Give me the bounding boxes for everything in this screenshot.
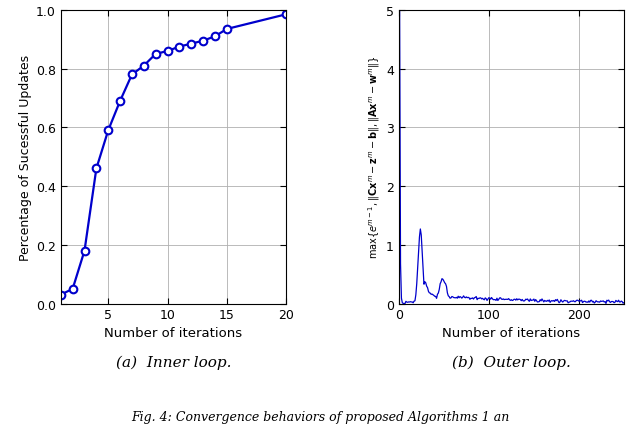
X-axis label: Number of iterations: Number of iterations xyxy=(104,326,243,339)
Text: Fig. 4: Convergence behaviors of proposed Algorithms 1 an: Fig. 4: Convergence behaviors of propose… xyxy=(131,410,509,423)
Y-axis label: Percentage of Sucessful Updates: Percentage of Sucessful Updates xyxy=(19,55,32,260)
X-axis label: Number of iterations: Number of iterations xyxy=(442,326,580,339)
Text: (b)  Outer loop.: (b) Outer loop. xyxy=(452,355,571,370)
Y-axis label: $\max\{e^{m-1}, \|\mathbf{C}\mathbf{x}^m - \mathbf{z}^m - \mathbf{b}\|, \|\mathb: $\max\{e^{m-1}, \|\mathbf{C}\mathbf{x}^m… xyxy=(366,56,381,259)
Text: (a)  Inner loop.: (a) Inner loop. xyxy=(116,355,231,370)
